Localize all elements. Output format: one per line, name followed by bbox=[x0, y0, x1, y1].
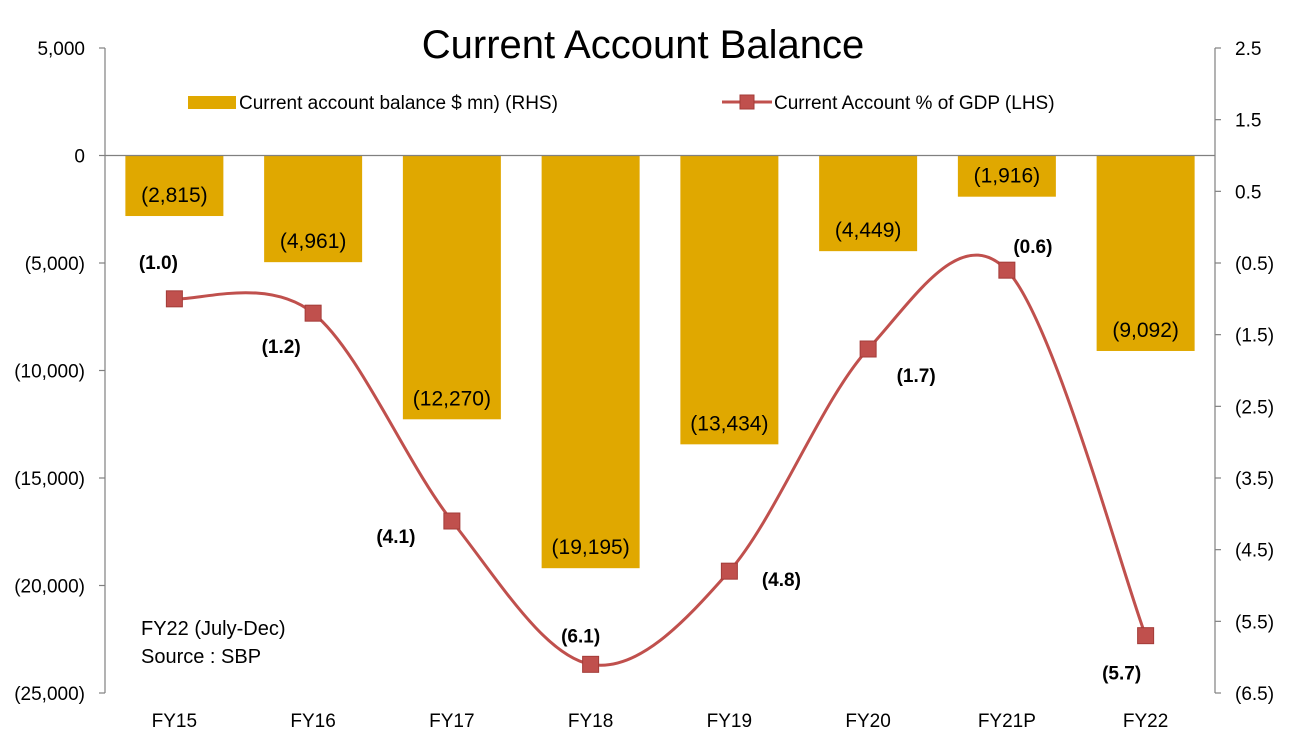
bar-value-label: (9,092) bbox=[1112, 319, 1179, 342]
right-tick-label: (2.5) bbox=[1235, 397, 1274, 418]
left-tick-label: (25,000) bbox=[14, 684, 85, 705]
right-tick-label: 2.5 bbox=[1235, 39, 1261, 60]
line-point-label: (1.7) bbox=[897, 366, 936, 387]
line-point-label: (0.6) bbox=[1013, 237, 1052, 258]
labels-layer: (2,815) (4,961) (12,270) (19,195) (13,434) (4… bbox=[139, 165, 1179, 685]
legend-swatch-bar bbox=[188, 96, 236, 109]
line-point-marker bbox=[859, 340, 877, 358]
bar-value-label: (1,916) bbox=[974, 165, 1041, 188]
category-label: FY15 bbox=[152, 711, 197, 732]
legend-label-bar: Current account balance $ mn) (RHS) bbox=[239, 93, 558, 114]
legend-swatch-marker bbox=[739, 94, 755, 110]
legend-label-line: Current Account % of GDP (LHS) bbox=[774, 93, 1055, 114]
category-label: FY18 bbox=[568, 711, 613, 732]
left-tick-label: 5,000 bbox=[37, 39, 85, 60]
right-tick-label: (1.5) bbox=[1235, 326, 1274, 347]
chart-title: Current Account Balance bbox=[422, 23, 864, 67]
bar bbox=[402, 155, 501, 420]
bar-value-label: (4,961) bbox=[280, 230, 347, 253]
axes-layer bbox=[104, 48, 1216, 693]
line-point-label: (1.0) bbox=[139, 253, 178, 274]
line-point-marker bbox=[443, 512, 461, 530]
bar-value-label: (13,434) bbox=[690, 412, 768, 435]
bar-value-label: (19,195) bbox=[552, 536, 630, 559]
category-label: FY17 bbox=[429, 711, 474, 732]
bar bbox=[541, 155, 640, 569]
note-source: Source : SBP bbox=[141, 646, 261, 668]
category-label: FY21P bbox=[978, 711, 1036, 732]
line-point-label: (4.1) bbox=[376, 527, 415, 548]
bar-value-label: (2,815) bbox=[141, 184, 208, 207]
bar bbox=[819, 155, 918, 252]
category-label: FY20 bbox=[845, 711, 890, 732]
ticks-layer: 5,000 0 (5,000) (10,000) (15,000) (20,000) (25… bbox=[14, 39, 1274, 732]
left-tick-label: 0 bbox=[74, 147, 85, 168]
bars-layer bbox=[125, 155, 1195, 569]
category-label: FY22 bbox=[1123, 711, 1168, 732]
line-point-marker bbox=[1137, 627, 1155, 645]
left-tick-label: (10,000) bbox=[14, 362, 85, 383]
bar bbox=[125, 155, 224, 217]
bar bbox=[957, 155, 1056, 197]
line-point-marker bbox=[165, 290, 183, 308]
line-point-marker bbox=[720, 562, 738, 580]
line-point-marker bbox=[582, 655, 600, 673]
left-tick-label: (5,000) bbox=[25, 254, 85, 275]
category-label: FY19 bbox=[707, 711, 752, 732]
bar-value-label: (12,270) bbox=[413, 387, 491, 410]
note-period: FY22 (July-Dec) bbox=[141, 618, 285, 640]
bar bbox=[1096, 155, 1195, 351]
line-point-label: (4.8) bbox=[762, 570, 801, 591]
line-point-label: (1.2) bbox=[262, 337, 301, 358]
right-tick-label: (3.5) bbox=[1235, 469, 1274, 490]
category-label: FY16 bbox=[290, 711, 335, 732]
right-tick-label: (4.5) bbox=[1235, 541, 1274, 562]
right-tick-label: (5.5) bbox=[1235, 612, 1274, 633]
right-tick-label: 1.5 bbox=[1235, 111, 1261, 132]
line-layer bbox=[165, 253, 1155, 673]
left-tick-label: (15,000) bbox=[14, 469, 85, 490]
note: FY22 (July-Dec) Source : SBP bbox=[141, 618, 285, 668]
line-point-label: (6.1) bbox=[561, 626, 600, 647]
bar bbox=[264, 155, 363, 263]
left-tick-label: (20,000) bbox=[14, 577, 85, 598]
legend: Current account balance $ mn) (RHS) Curr… bbox=[188, 93, 1055, 114]
right-tick-label: 0.5 bbox=[1235, 182, 1261, 203]
bar-value-label: (4,449) bbox=[835, 219, 902, 242]
right-tick-label: (6.5) bbox=[1235, 684, 1274, 705]
line-point-marker bbox=[998, 261, 1016, 279]
line-point-label: (5.7) bbox=[1102, 664, 1141, 685]
right-tick-label: (0.5) bbox=[1235, 254, 1274, 275]
line-point-marker bbox=[304, 304, 322, 322]
bar bbox=[680, 155, 779, 445]
